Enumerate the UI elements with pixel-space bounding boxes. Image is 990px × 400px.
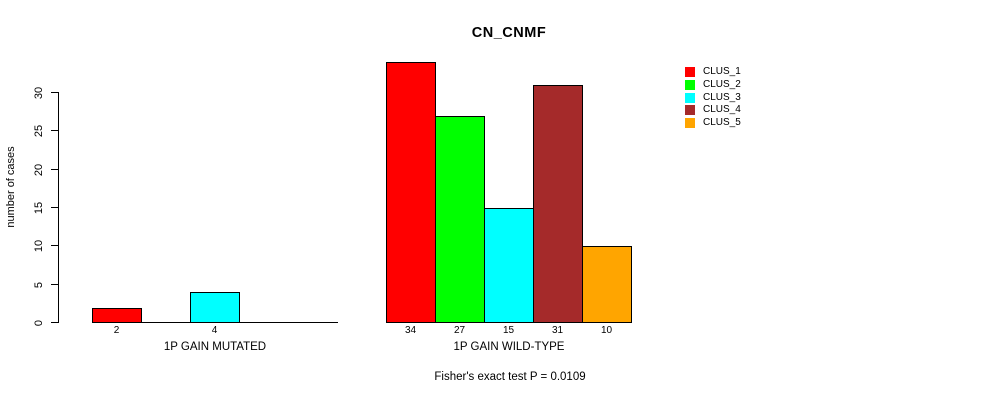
stat-test-footnote: Fisher's exact test P = 0.0109 — [434, 371, 586, 383]
bar-value-label: 2 — [113, 325, 120, 336]
y-tick-mark — [51, 245, 58, 246]
y-tick-mark — [51, 207, 58, 208]
group-label-mutated: 1P GAIN MUTATED — [163, 341, 267, 353]
y-tick-mark — [51, 284, 58, 285]
bar-value-label: 31 — [551, 325, 564, 336]
bar-clus_5-group1 — [582, 246, 632, 323]
y-tick-label: 25 — [33, 124, 45, 137]
y-tick-mark — [51, 92, 58, 93]
y-tick-mark — [51, 322, 58, 323]
legend-swatch-clus_2 — [685, 80, 695, 90]
y-axis-line — [58, 92, 59, 323]
bar-clus_3-group1 — [484, 208, 534, 323]
legend-swatch-clus_1 — [685, 67, 695, 77]
y-tick-label: 0 — [33, 319, 45, 326]
legend-label-clus_3: CLUS_3 — [703, 92, 741, 103]
y-tick-label: 10 — [33, 239, 45, 252]
bar-value-label: 10 — [600, 325, 613, 336]
bar-value-label: 15 — [502, 325, 515, 336]
legend-label-clus_5: CLUS_5 — [703, 117, 741, 128]
y-tick-label: 15 — [33, 201, 45, 214]
bar-clus_1-group0 — [92, 308, 142, 323]
bar-clus_3-group0 — [190, 292, 240, 323]
bar-value-label: 27 — [453, 325, 466, 336]
legend-swatch-clus_4 — [685, 105, 695, 115]
bar-clus_2-group1 — [435, 116, 485, 323]
y-tick-label: 30 — [33, 86, 45, 99]
legend-label-clus_4: CLUS_4 — [703, 104, 741, 115]
bar-value-label: 34 — [404, 325, 417, 336]
legend-label-clus_1: CLUS_1 — [703, 66, 741, 77]
bar-clus_4-group1 — [533, 85, 583, 323]
group-label-wild-type: 1P GAIN WILD-TYPE — [453, 341, 565, 353]
legend-swatch-clus_5 — [685, 118, 695, 128]
y-tick-mark — [51, 169, 58, 170]
y-tick-mark — [51, 130, 58, 131]
y-tick-label: 20 — [33, 163, 45, 176]
legend-label-clus_2: CLUS_2 — [703, 79, 741, 90]
y-axis-title: number of cases — [5, 146, 17, 228]
y-tick-label: 5 — [33, 281, 45, 288]
bar-clus_1-group1 — [386, 62, 436, 323]
chart-title: CN_CNMF — [471, 25, 547, 41]
bar-value-label: 4 — [211, 325, 218, 336]
legend-swatch-clus_3 — [685, 93, 695, 103]
